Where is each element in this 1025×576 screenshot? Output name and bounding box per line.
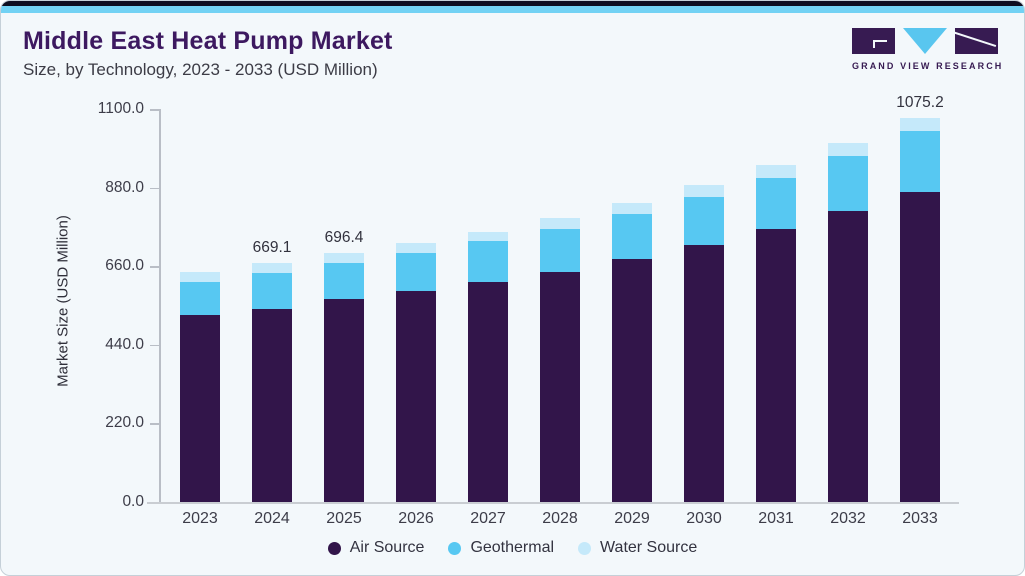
bar-segment-geothermal bbox=[756, 177, 796, 230]
bar-segment-water-source bbox=[396, 242, 436, 254]
y-tick-label: 440.0 bbox=[105, 335, 144, 353]
y-tick-label: 880.0 bbox=[105, 178, 144, 196]
bar-segment-geothermal bbox=[540, 228, 580, 273]
bar-segment-air-source bbox=[828, 210, 868, 502]
header: Middle East Heat Pump Market Size, by Te… bbox=[23, 27, 393, 80]
logo-brand-name: GRAND VIEW RESEARCH bbox=[852, 61, 1004, 71]
x-tick-label: 2027 bbox=[470, 510, 506, 527]
bar-segment-geothermal bbox=[324, 263, 364, 299]
x-tick-label: 2024 bbox=[254, 510, 290, 527]
y-tick-label: 1100.0 bbox=[97, 100, 144, 118]
bar-segment-air-source bbox=[612, 259, 652, 502]
logo-right-block bbox=[955, 28, 998, 54]
bar-segment-water-source bbox=[540, 217, 580, 229]
bar-segment-air-source bbox=[180, 314, 220, 502]
bar-segment-air-source bbox=[252, 309, 292, 502]
top-dark-band bbox=[1, 1, 1024, 6]
y-axis-title: Market Size (USD Million) bbox=[54, 215, 72, 387]
bar-total-label: 1075.2 bbox=[896, 94, 944, 112]
y-tick-mark bbox=[150, 266, 159, 268]
bar-total-label: 696.4 bbox=[324, 229, 364, 247]
y-axis-line bbox=[159, 109, 161, 502]
legend-swatch-icon bbox=[448, 541, 462, 555]
bar-segment-water-source bbox=[612, 202, 652, 214]
x-tick-label: 2029 bbox=[614, 510, 650, 527]
y-tick-label: 0.0 bbox=[122, 493, 144, 510]
bar-segment-geothermal bbox=[828, 156, 868, 211]
y-tick-mark bbox=[150, 423, 159, 425]
bar-segment-water-source bbox=[252, 263, 292, 274]
x-tick-label: 2032 bbox=[830, 510, 866, 527]
x-tick-label: 2030 bbox=[686, 510, 722, 527]
logo-triangle-icon bbox=[903, 28, 947, 54]
x-tick-label: 2028 bbox=[542, 510, 578, 527]
bar-segment-water-source bbox=[468, 231, 508, 242]
bar-segment-geothermal bbox=[180, 281, 220, 315]
bar-segment-water-source bbox=[684, 184, 724, 197]
bar-segment-geothermal bbox=[468, 241, 508, 283]
bar-segment-air-source bbox=[324, 298, 364, 502]
bar-segment-air-source bbox=[900, 191, 940, 502]
legend-swatch-icon bbox=[327, 541, 341, 555]
legend-label: Water Source bbox=[600, 539, 698, 556]
bar-total-label: 669.1 bbox=[252, 239, 292, 257]
x-tick-label: 2031 bbox=[758, 510, 794, 527]
legend: Air Source Geothermal Water Source bbox=[1, 539, 1024, 557]
bar-segment-geothermal bbox=[684, 196, 724, 245]
x-tick-label: 2033 bbox=[902, 510, 938, 527]
chart-subtitle: Size, by Technology, 2023 - 2033 (USD Mi… bbox=[23, 60, 378, 79]
legend-swatch-icon bbox=[578, 541, 592, 555]
x-tick-label: 2023 bbox=[182, 510, 218, 527]
y-tick-label: 220.0 bbox=[105, 414, 144, 432]
top-blue-band bbox=[1, 6, 1024, 13]
bar-segment-water-source bbox=[828, 142, 868, 157]
bar-segment-geothermal bbox=[396, 253, 436, 291]
y-tick-mark bbox=[150, 109, 159, 111]
chart-title: Middle East Heat Pump Market bbox=[23, 27, 393, 55]
bar-segment-water-source bbox=[180, 272, 220, 282]
bar-segment-geothermal bbox=[252, 273, 292, 310]
x-tick-label: 2026 bbox=[398, 510, 434, 527]
bar-segment-geothermal bbox=[900, 130, 940, 192]
bar-segment-water-source bbox=[756, 165, 796, 178]
brand-logo: GRAND VIEW RESEARCH bbox=[852, 28, 1004, 71]
bar-segment-water-source bbox=[900, 118, 940, 131]
bar-segment-air-source bbox=[540, 272, 580, 502]
legend-label: Air Source bbox=[349, 539, 425, 556]
bar-segment-air-source bbox=[468, 282, 508, 502]
logo-left-block bbox=[852, 28, 895, 54]
y-tick-mark bbox=[150, 344, 159, 347]
bar-segment-water-source bbox=[324, 253, 364, 264]
logo-shapes bbox=[852, 28, 998, 54]
x-tick-label: 2025 bbox=[326, 510, 362, 527]
legend-item-air-source: Air Source bbox=[327, 539, 425, 557]
x-axis-line bbox=[147, 502, 959, 504]
bar-segment-air-source bbox=[684, 244, 724, 502]
bar-segment-air-source bbox=[756, 229, 796, 502]
bar-segment-air-source bbox=[396, 291, 436, 502]
legend-item-water-source: Water Source bbox=[578, 539, 697, 557]
y-tick-label: 660.0 bbox=[105, 257, 144, 275]
bar-segment-geothermal bbox=[612, 213, 652, 260]
y-tick-mark bbox=[150, 187, 159, 190]
legend-item-geothermal: Geothermal bbox=[448, 539, 554, 557]
legend-label: Geothermal bbox=[470, 539, 555, 556]
